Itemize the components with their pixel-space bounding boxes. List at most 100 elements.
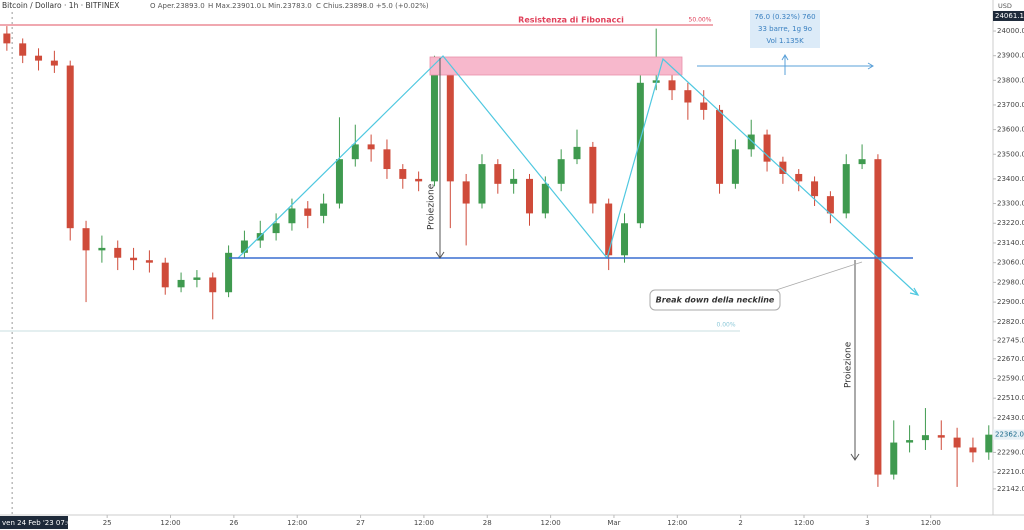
candle-body bbox=[811, 181, 819, 197]
fib-title: Resistenza di Fibonacci bbox=[518, 16, 624, 25]
arrow-head bbox=[867, 62, 874, 70]
ohlc: C Chius.23898.0 +5.0 (+0.02%) bbox=[316, 2, 429, 10]
candle-body bbox=[304, 208, 312, 216]
ohlc: O Aper.23893.0 bbox=[150, 2, 205, 10]
candle-body bbox=[494, 164, 502, 184]
y-tick-label: 22590.0 bbox=[997, 374, 1024, 382]
crosshair-price: 24061.1 bbox=[995, 12, 1024, 20]
x-tick-label: 25 bbox=[103, 519, 112, 527]
price-axis bbox=[993, 0, 1024, 530]
candle-body bbox=[399, 169, 407, 179]
y-tick-label: 22900.0 bbox=[997, 298, 1024, 306]
candle-body bbox=[177, 279, 185, 288]
y-tick-label: 23140.0 bbox=[997, 239, 1024, 247]
candle-body bbox=[288, 208, 296, 224]
x-tick-label: 12:00 bbox=[287, 519, 307, 527]
symbol: Bitcoin / Dollaro · 1h · BITFINEX bbox=[2, 1, 119, 10]
resistance-zone bbox=[429, 56, 683, 76]
x-tick-label: 12:00 bbox=[160, 519, 180, 527]
candle-body bbox=[98, 247, 106, 251]
candle-body bbox=[335, 159, 343, 204]
arrow-head bbox=[435, 251, 445, 259]
candle-body bbox=[367, 144, 375, 150]
candle-body bbox=[225, 252, 233, 293]
ohlc: L Min.23783.0 bbox=[262, 2, 312, 10]
candle-body bbox=[3, 33, 11, 44]
crosshair-price-box bbox=[993, 10, 1024, 21]
candle-body bbox=[82, 228, 90, 251]
y-tick-label: 23700.0 bbox=[997, 101, 1024, 109]
measure-box bbox=[750, 10, 820, 48]
candle-body bbox=[731, 149, 739, 184]
y-tick-label: 23800.0 bbox=[997, 76, 1024, 84]
candle-body bbox=[130, 257, 138, 261]
candle-body bbox=[462, 181, 470, 204]
x-tick-label: 12:00 bbox=[794, 519, 814, 527]
x-tick-label: 27 bbox=[356, 519, 365, 527]
candle-body bbox=[621, 223, 629, 256]
candle-body bbox=[430, 72, 438, 182]
y-tick-label: 22510.0 bbox=[997, 394, 1024, 402]
candle-body bbox=[320, 203, 328, 216]
candle-body bbox=[763, 134, 771, 162]
candle-body bbox=[937, 435, 945, 438]
crosshair-time-box bbox=[0, 516, 68, 529]
y-tick-label: 23400.0 bbox=[997, 175, 1024, 183]
arrow-head bbox=[781, 54, 789, 61]
candle-body bbox=[700, 102, 708, 110]
candle-body bbox=[161, 262, 169, 288]
x-tick-label: 26 bbox=[229, 519, 238, 527]
y-tick-label: 23220.0 bbox=[997, 219, 1024, 227]
y-tick-label: 22142.0 bbox=[997, 485, 1024, 493]
x-tick-label: 12:00 bbox=[921, 519, 941, 527]
last-price-box bbox=[993, 429, 1024, 440]
candle-body bbox=[842, 164, 850, 214]
candle-body bbox=[795, 173, 803, 182]
candles bbox=[3, 26, 993, 487]
candle-body bbox=[921, 435, 929, 441]
candle-body bbox=[985, 434, 993, 453]
candle-body bbox=[446, 72, 454, 182]
candle-body bbox=[541, 183, 549, 214]
y-tick-label: 23500.0 bbox=[997, 150, 1024, 158]
candle-body bbox=[35, 55, 43, 61]
candle-body bbox=[826, 196, 834, 214]
x-tick-label: 12:00 bbox=[667, 519, 687, 527]
callout-box bbox=[649, 289, 781, 311]
pattern-line bbox=[237, 55, 919, 296]
projection-label: Proiezione bbox=[427, 183, 437, 230]
candle-body bbox=[969, 447, 977, 453]
arrow-head bbox=[909, 287, 920, 296]
candle-body bbox=[114, 247, 122, 258]
candle-body bbox=[209, 277, 217, 293]
candle-body bbox=[953, 437, 961, 448]
candle-body bbox=[684, 90, 692, 103]
last-price: 22362.0 bbox=[995, 431, 1024, 439]
candle-body bbox=[858, 159, 866, 165]
candle-body bbox=[890, 442, 898, 475]
candle-body bbox=[66, 65, 74, 229]
candle-body bbox=[145, 260, 153, 263]
x-tick-label: 12:00 bbox=[414, 519, 434, 527]
y-tick-label: 23060.0 bbox=[997, 259, 1024, 267]
y-tick-label: 22820.0 bbox=[997, 318, 1024, 326]
crosshair-time: ven 24 Feb '23 07:00 bbox=[2, 519, 76, 527]
y-tick-label: 23600.0 bbox=[997, 126, 1024, 134]
currency: USD bbox=[998, 2, 1012, 10]
candle-body bbox=[779, 161, 787, 174]
candle-body bbox=[636, 82, 644, 224]
measure-text: Vol 1.135K bbox=[766, 37, 804, 45]
measure-text: 33 barre, 1g 9o bbox=[758, 25, 812, 33]
candle-body bbox=[272, 223, 280, 234]
candle-body bbox=[906, 440, 914, 443]
y-tick-label: 24000.0 bbox=[997, 27, 1024, 35]
measure-text: 76.0 (0.32%) 760 bbox=[754, 13, 815, 21]
candle-body bbox=[747, 134, 755, 150]
ohlc: H Max.23901.0 bbox=[208, 2, 261, 10]
y-tick-label: 23900.0 bbox=[997, 52, 1024, 60]
y-tick-label: 22670.0 bbox=[997, 355, 1024, 363]
projection-label: Proiezione bbox=[844, 341, 854, 388]
candle-body bbox=[193, 277, 201, 280]
